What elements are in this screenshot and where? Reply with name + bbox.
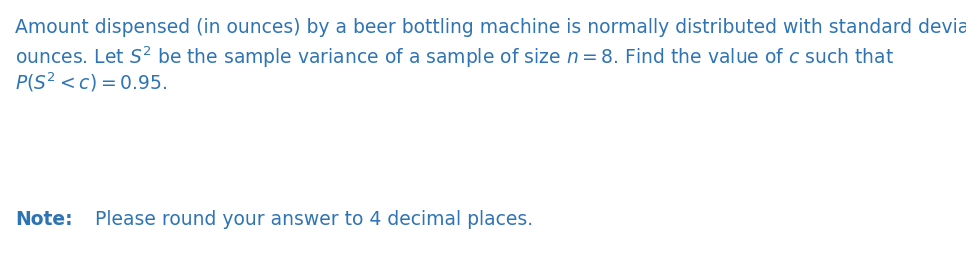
Text: Amount dispensed (in ounces) by a beer bottling machine is normally distributed : Amount dispensed (in ounces) by a beer b… (15, 18, 966, 37)
Text: Please round your answer to 4 decimal places.: Please round your answer to 4 decimal pl… (89, 209, 533, 228)
Text: Note:: Note: (15, 209, 72, 228)
Text: ounces. Let $S^2$ be the sample variance of a sample of size $n = 8$. Find the v: ounces. Let $S^2$ be the sample variance… (15, 44, 895, 69)
Text: $P(S^2 < c) = 0.95.$: $P(S^2 < c) = 0.95.$ (15, 70, 167, 93)
